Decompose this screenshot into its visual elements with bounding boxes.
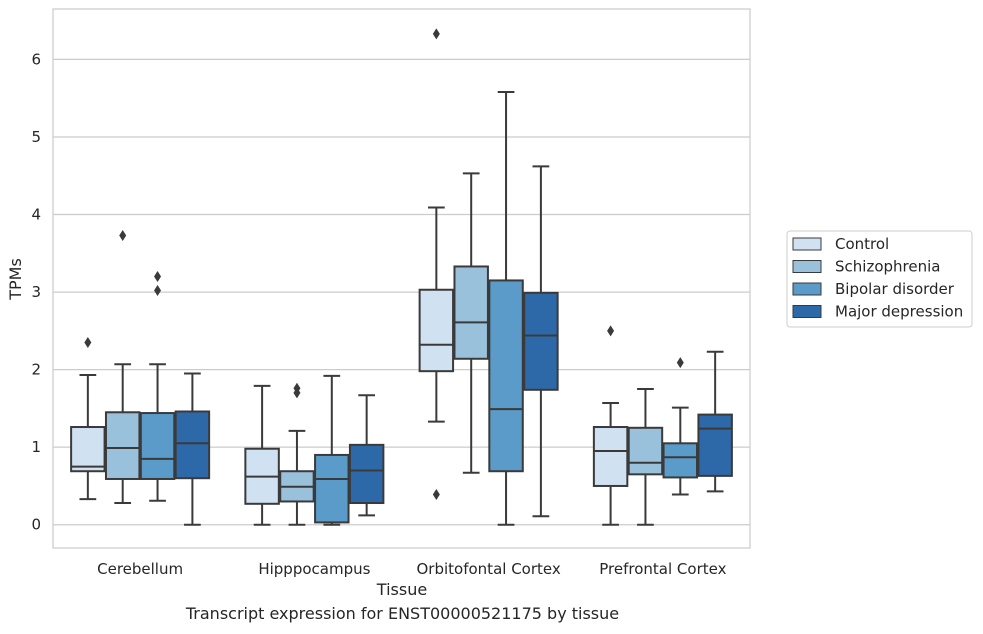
outlier-point-0 — [119, 229, 127, 241]
box-3-0 — [174, 372, 211, 526]
box-2-1 — [314, 374, 350, 526]
box-body — [104, 411, 141, 480]
box-body — [592, 426, 629, 487]
box-body — [453, 265, 489, 360]
outlier-point-0 — [432, 488, 440, 500]
legend-frame — [786, 230, 973, 328]
x-tick-label-1: Hipppocampus — [258, 560, 370, 578]
legend-label-1: Schizophrenia — [835, 258, 940, 276]
outlier-point-0 — [154, 285, 162, 297]
y-tick-label-5: 5 — [31, 128, 41, 146]
y-tick-label-6: 6 — [31, 50, 41, 68]
box-body — [697, 413, 733, 477]
box-2-0 — [139, 271, 176, 502]
box-body — [418, 288, 455, 373]
legend-label-3: Major depression — [835, 303, 963, 321]
box-1-0 — [104, 229, 141, 505]
outlier-point-1 — [293, 382, 301, 394]
outlier-point-1 — [432, 28, 440, 40]
box-body — [314, 453, 350, 524]
outlier-point-1 — [154, 271, 162, 283]
box-3-3 — [697, 350, 733, 493]
box-2-3 — [662, 357, 699, 496]
legend-swatch-1 — [792, 260, 822, 273]
chart-caption: Transcript expression for ENST0000052117… — [185, 604, 620, 623]
box-body — [627, 426, 664, 476]
legend-swatch-3 — [792, 305, 822, 318]
outlier-point-0 — [607, 325, 615, 337]
y-tick-label-3: 3 — [31, 283, 41, 301]
x-tick-label-3: Prefrontal Cortex — [599, 560, 726, 578]
box-1-1 — [279, 382, 315, 526]
box-body — [139, 412, 176, 480]
x-tick-label-0: Cerebellum — [97, 560, 183, 578]
box-3-1 — [348, 394, 385, 517]
box-0-0 — [70, 336, 106, 501]
legend-swatch-0 — [792, 237, 822, 251]
legend-swatch-2 — [792, 282, 822, 296]
y-tick-label-2: 2 — [31, 361, 41, 379]
boxes — [70, 28, 733, 526]
box-body — [348, 443, 385, 505]
y-axis-label: TPMs — [6, 258, 25, 301]
y-tick-label-4: 4 — [31, 206, 41, 224]
legend: Control Schizophrenia Bipolar disorder Majo… — [786, 230, 973, 328]
x-axis-label: Tissue — [376, 580, 427, 599]
box-3-2 — [523, 165, 559, 518]
legend-label-2: Bipolar disorder — [835, 280, 955, 298]
box-body — [662, 442, 699, 479]
box-1-3 — [627, 388, 664, 526]
outlier-point-0 — [676, 357, 684, 369]
outlier-point-0 — [84, 336, 92, 348]
box-0-3 — [592, 325, 629, 526]
box-0-1 — [244, 384, 280, 526]
box-body — [174, 410, 211, 480]
box-body — [523, 291, 559, 391]
y-tick-label-1: 1 — [31, 438, 41, 456]
x-tick-label-2: Orbitofontal Cortex — [417, 560, 561, 578]
y-tick-label-0: 0 — [31, 516, 41, 534]
x-axis-ticks: Cerebellum Hipppocampus Orbitofontal Corte… — [97, 560, 726, 578]
box-body — [70, 426, 106, 473]
plot-frame — [52, 8, 751, 549]
box-1-2 — [453, 172, 489, 474]
box-body — [488, 279, 524, 473]
legend-label-0: Control — [835, 235, 889, 253]
box-0-2 — [418, 28, 455, 500]
y-axis-ticks: 0 1 2 3 4 5 6 — [31, 50, 41, 533]
box-2-2 — [488, 90, 524, 526]
